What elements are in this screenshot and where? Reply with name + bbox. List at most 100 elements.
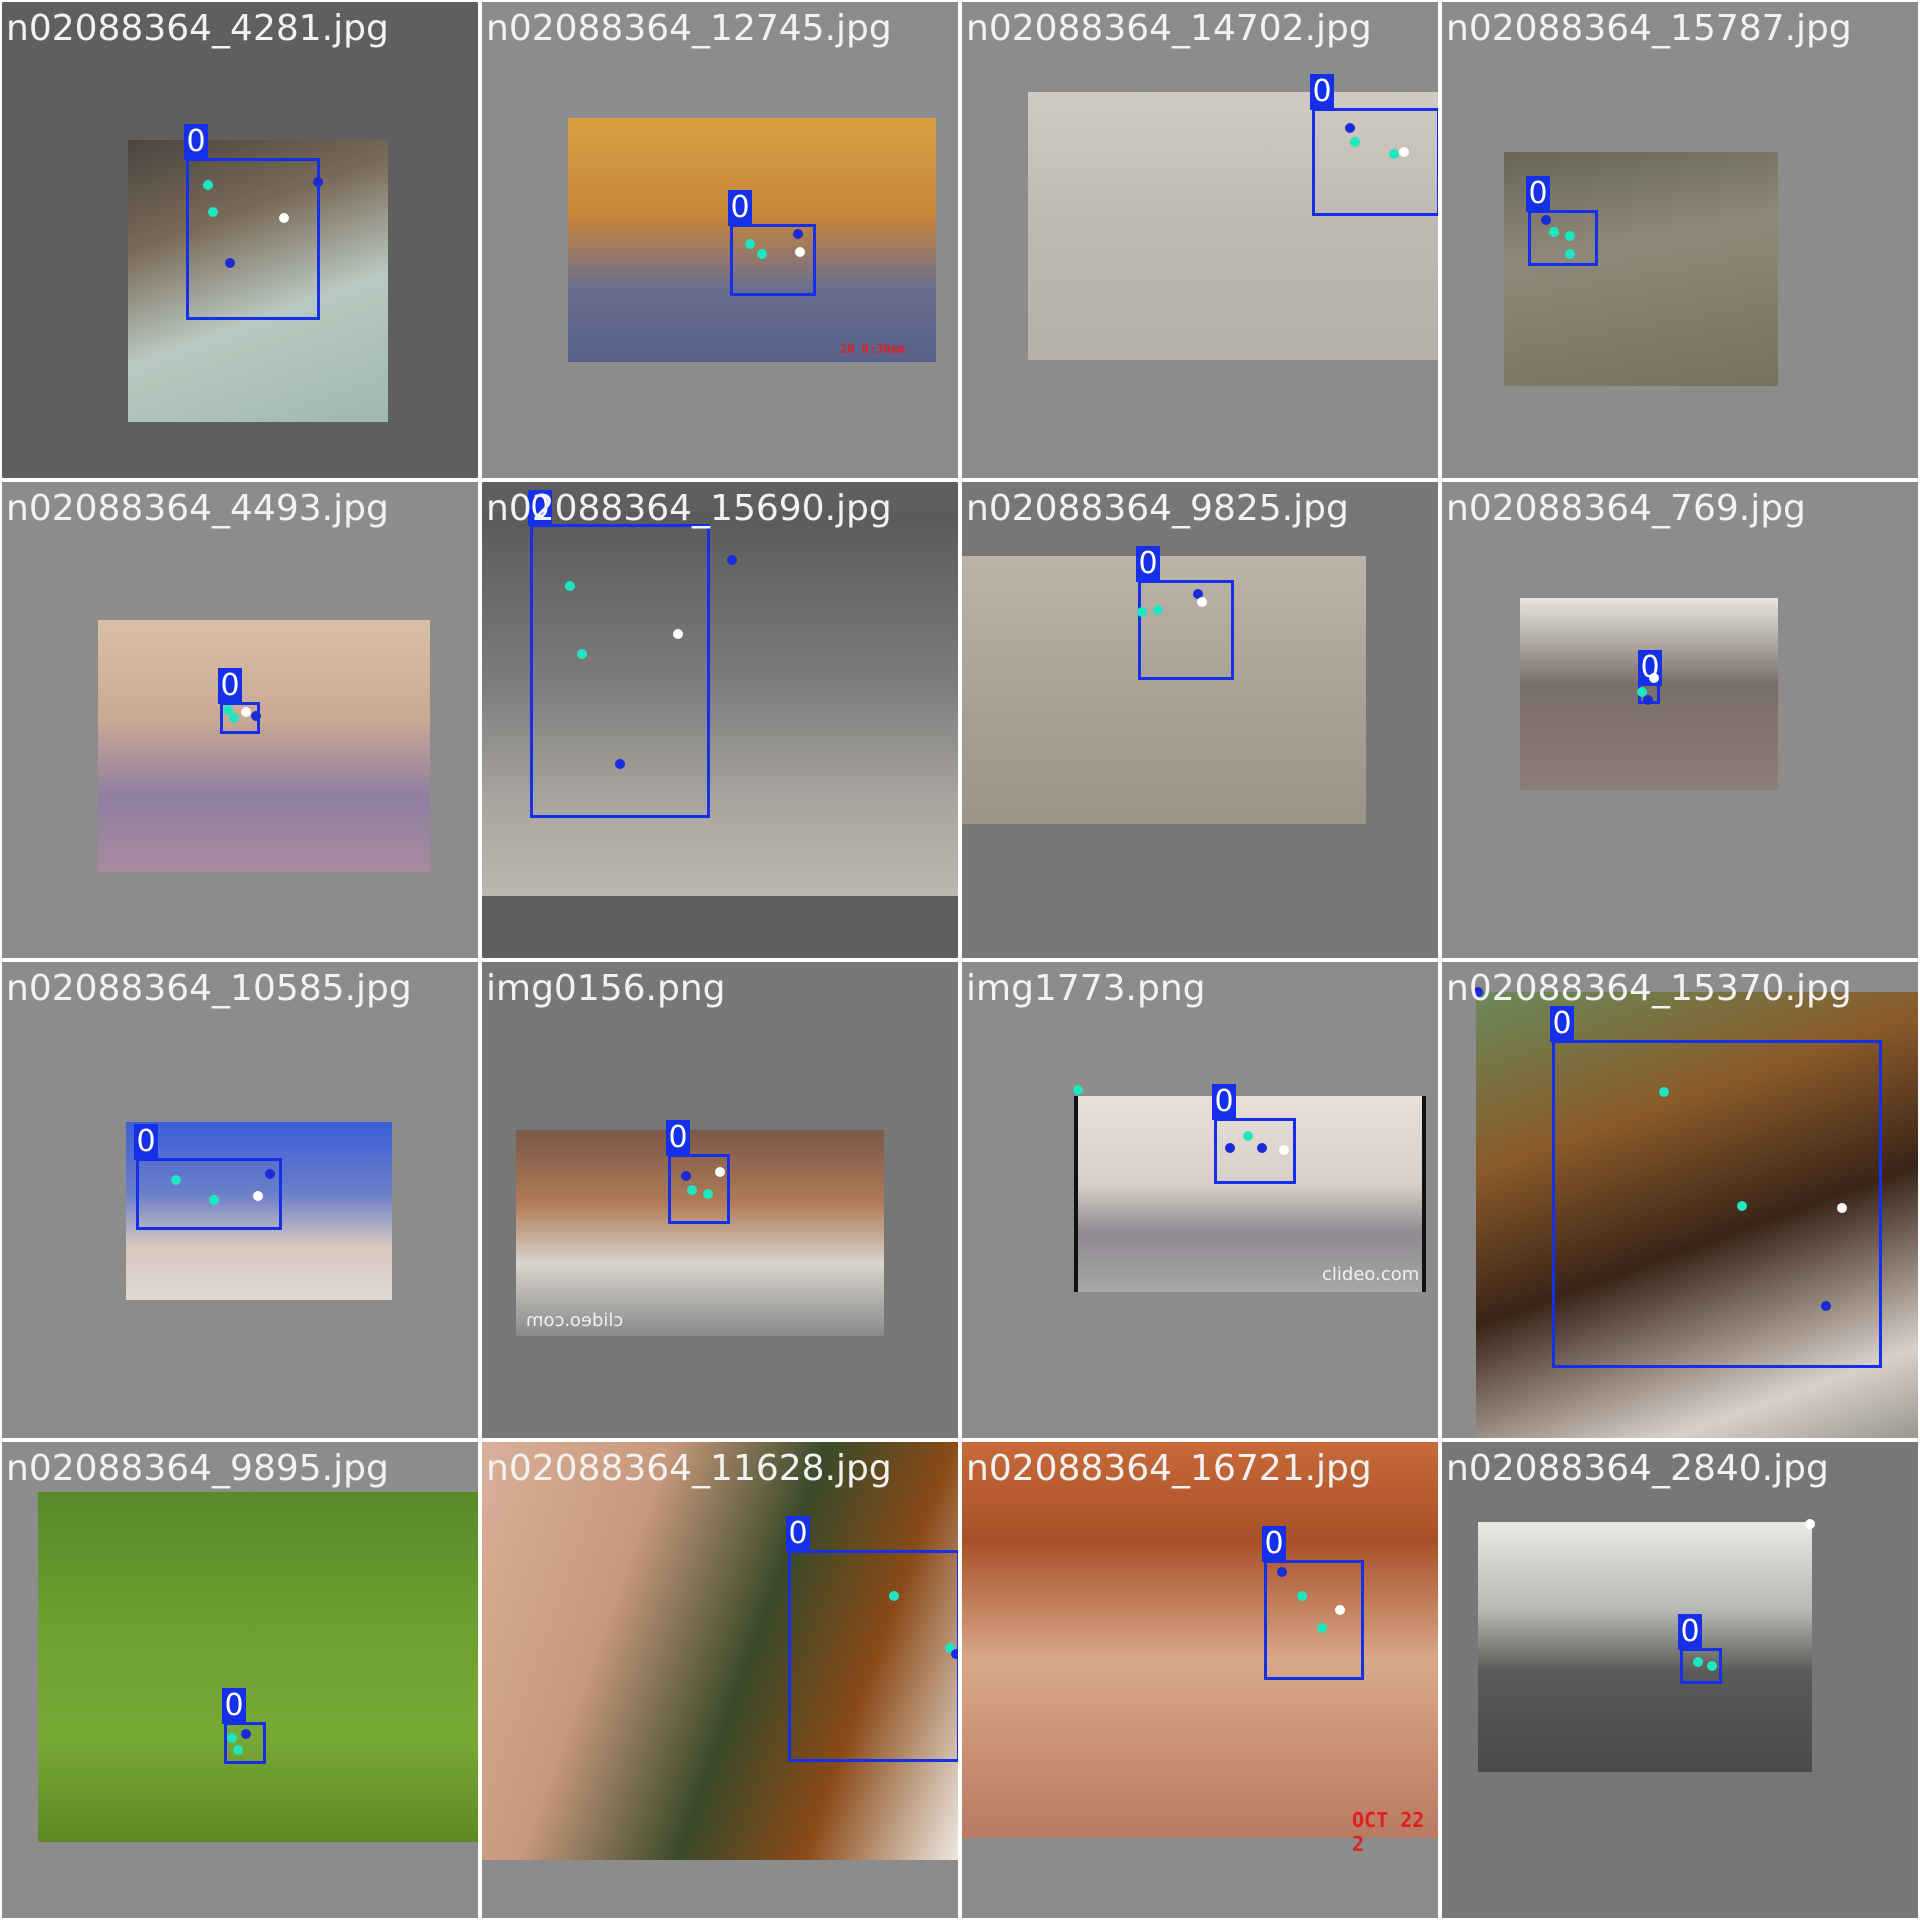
keypoint-dot [171, 1175, 181, 1185]
tile-filename: n02088364_9895.jpg [6, 1448, 389, 1489]
class-label: 0 [1550, 1006, 1574, 1042]
tile-image [1478, 1522, 1812, 1772]
detection-box [1214, 1118, 1296, 1184]
mosaic-tile[interactable]: n02088364_15370.jpg 0 [1440, 960, 1920, 1440]
keypoint-dot [203, 180, 213, 190]
class-label: 0 [528, 490, 552, 526]
tile-image [98, 620, 430, 872]
keypoint-dot [208, 207, 218, 217]
class-label: 0 [666, 1120, 690, 1156]
mosaic-tile[interactable]: n02088364_9895.jpg 0 [0, 1440, 480, 1920]
keypoint-dot [1073, 1085, 1083, 1095]
keypoint-dot [673, 629, 683, 639]
tile-filename: n02088364_4281.jpg [6, 8, 389, 49]
tile-filename: n02088364_10585.jpg [6, 968, 412, 1009]
keypoint-dot [795, 247, 805, 257]
mosaic-tile[interactable]: n02088364_2840.jpg 0 [1440, 1440, 1920, 1920]
detection-box [668, 1154, 730, 1224]
mosaic-tile[interactable]: n02088364_10585.jpg 0 [0, 960, 480, 1440]
tile-filename: n02088364_15787.jpg [1446, 8, 1852, 49]
keypoint-dot [251, 711, 261, 721]
detection-box [136, 1158, 282, 1230]
tile-image [126, 1122, 392, 1300]
keypoint-dot [1473, 987, 1483, 997]
tile-filename: n02088364_2840.jpg [1446, 1448, 1829, 1489]
tile-image [1476, 992, 1918, 1438]
detection-box [1138, 580, 1234, 680]
keypoint-dot [1279, 1145, 1289, 1155]
detection-box [186, 158, 320, 320]
keypoint-dot [687, 1185, 697, 1195]
tile-image [482, 1442, 958, 1860]
keypoint-dot [715, 1167, 725, 1177]
class-label: 0 [1526, 176, 1550, 212]
keypoint-dot [1659, 1087, 1669, 1097]
keypoint-dot [1565, 231, 1575, 241]
keypoint-dot [615, 759, 625, 769]
mosaic-tile[interactable]: n02088364_12745.jpg 0 20 0:30am [480, 0, 960, 480]
keypoint-dot [1541, 215, 1551, 225]
mosaic-tile[interactable]: img0156.png 0 clideo.com [480, 960, 960, 1440]
keypoint-dot [1693, 1657, 1703, 1667]
mosaic-tile[interactable]: n02088364_769.jpg 0 [1440, 480, 1920, 960]
keypoint-dot [1197, 597, 1207, 607]
class-label: 0 [728, 190, 752, 226]
tile-filename: n02088364_9825.jpg [966, 488, 1349, 529]
keypoint-dot [577, 649, 587, 659]
keypoint-dot [1335, 1605, 1345, 1615]
keypoint-dot [1137, 607, 1147, 617]
tile-filename: img0156.png [486, 968, 726, 1009]
mosaic-tile[interactable]: n02088364_15690.jpg 0 [480, 480, 960, 960]
tile-image [1074, 1096, 1426, 1292]
detection-box [1264, 1560, 1364, 1680]
class-label: 0 [1262, 1526, 1286, 1562]
photo-timestamp: 20 0:30am [840, 342, 906, 356]
tile-image [516, 1130, 884, 1336]
keypoint-dot [1399, 147, 1409, 157]
detection-box [788, 1550, 958, 1762]
keypoint-dot [1565, 249, 1575, 259]
mosaic-tile[interactable]: n02088364_11628.jpg 0 [480, 1440, 960, 1920]
detection-box [730, 224, 816, 296]
keypoint-dot [253, 1191, 263, 1201]
keypoint-dot [1643, 695, 1653, 705]
keypoint-dot [1350, 137, 1360, 147]
clideo-watermark: clideo.com [526, 1310, 624, 1331]
keypoint-dot [241, 707, 251, 717]
keypoint-dot [1277, 1567, 1287, 1577]
tile-image [482, 512, 958, 896]
keypoint-dot [241, 1729, 251, 1739]
mosaic-tile[interactable]: n02088364_4493.jpg 0 [0, 480, 480, 960]
keypoint-dot [1649, 673, 1659, 683]
keypoint-dot [681, 1171, 691, 1181]
class-label: 0 [1136, 546, 1160, 582]
mosaic-tile[interactable]: n02088364_16721.jpg 0 OCT 22 2 [960, 1440, 1440, 1920]
keypoint-dot [1345, 123, 1355, 133]
keypoint-dot [745, 239, 755, 249]
class-label: 0 [786, 1516, 810, 1552]
keypoint-dot [1153, 605, 1163, 615]
tile-image [962, 556, 1366, 824]
keypoint-dot [279, 213, 289, 223]
mosaic-tile[interactable]: n02088364_14702.jpg 0 [960, 0, 1440, 480]
tile-filename: n02088364_14702.jpg [966, 8, 1372, 49]
class-label: 0 [222, 1688, 246, 1724]
tile-image [962, 1442, 1438, 1838]
keypoint-dot [945, 1643, 955, 1653]
keypoint-dot [1837, 1203, 1847, 1213]
keypoint-dot [1707, 1661, 1717, 1671]
mosaic-tile[interactable]: n02088364_4281.jpg 0 [0, 0, 480, 480]
tile-filename: img1773.png [966, 968, 1206, 1009]
keypoint-dot [1805, 1519, 1815, 1529]
mosaic-tile[interactable]: img1773.png 0 clideo.com [960, 960, 1440, 1440]
keypoint-dot [1821, 1301, 1831, 1311]
keypoint-dot [209, 1195, 219, 1205]
detection-box [1552, 1040, 1882, 1368]
keypoint-dot [1389, 149, 1399, 159]
keypoint-dot [233, 1745, 243, 1755]
mosaic-tile[interactable]: n02088364_9825.jpg 0 [960, 480, 1440, 960]
keypoint-dot [1317, 1623, 1327, 1633]
tile-image [38, 1492, 478, 1842]
mosaic-tile[interactable]: n02088364_15787.jpg 0 [1440, 0, 1920, 480]
